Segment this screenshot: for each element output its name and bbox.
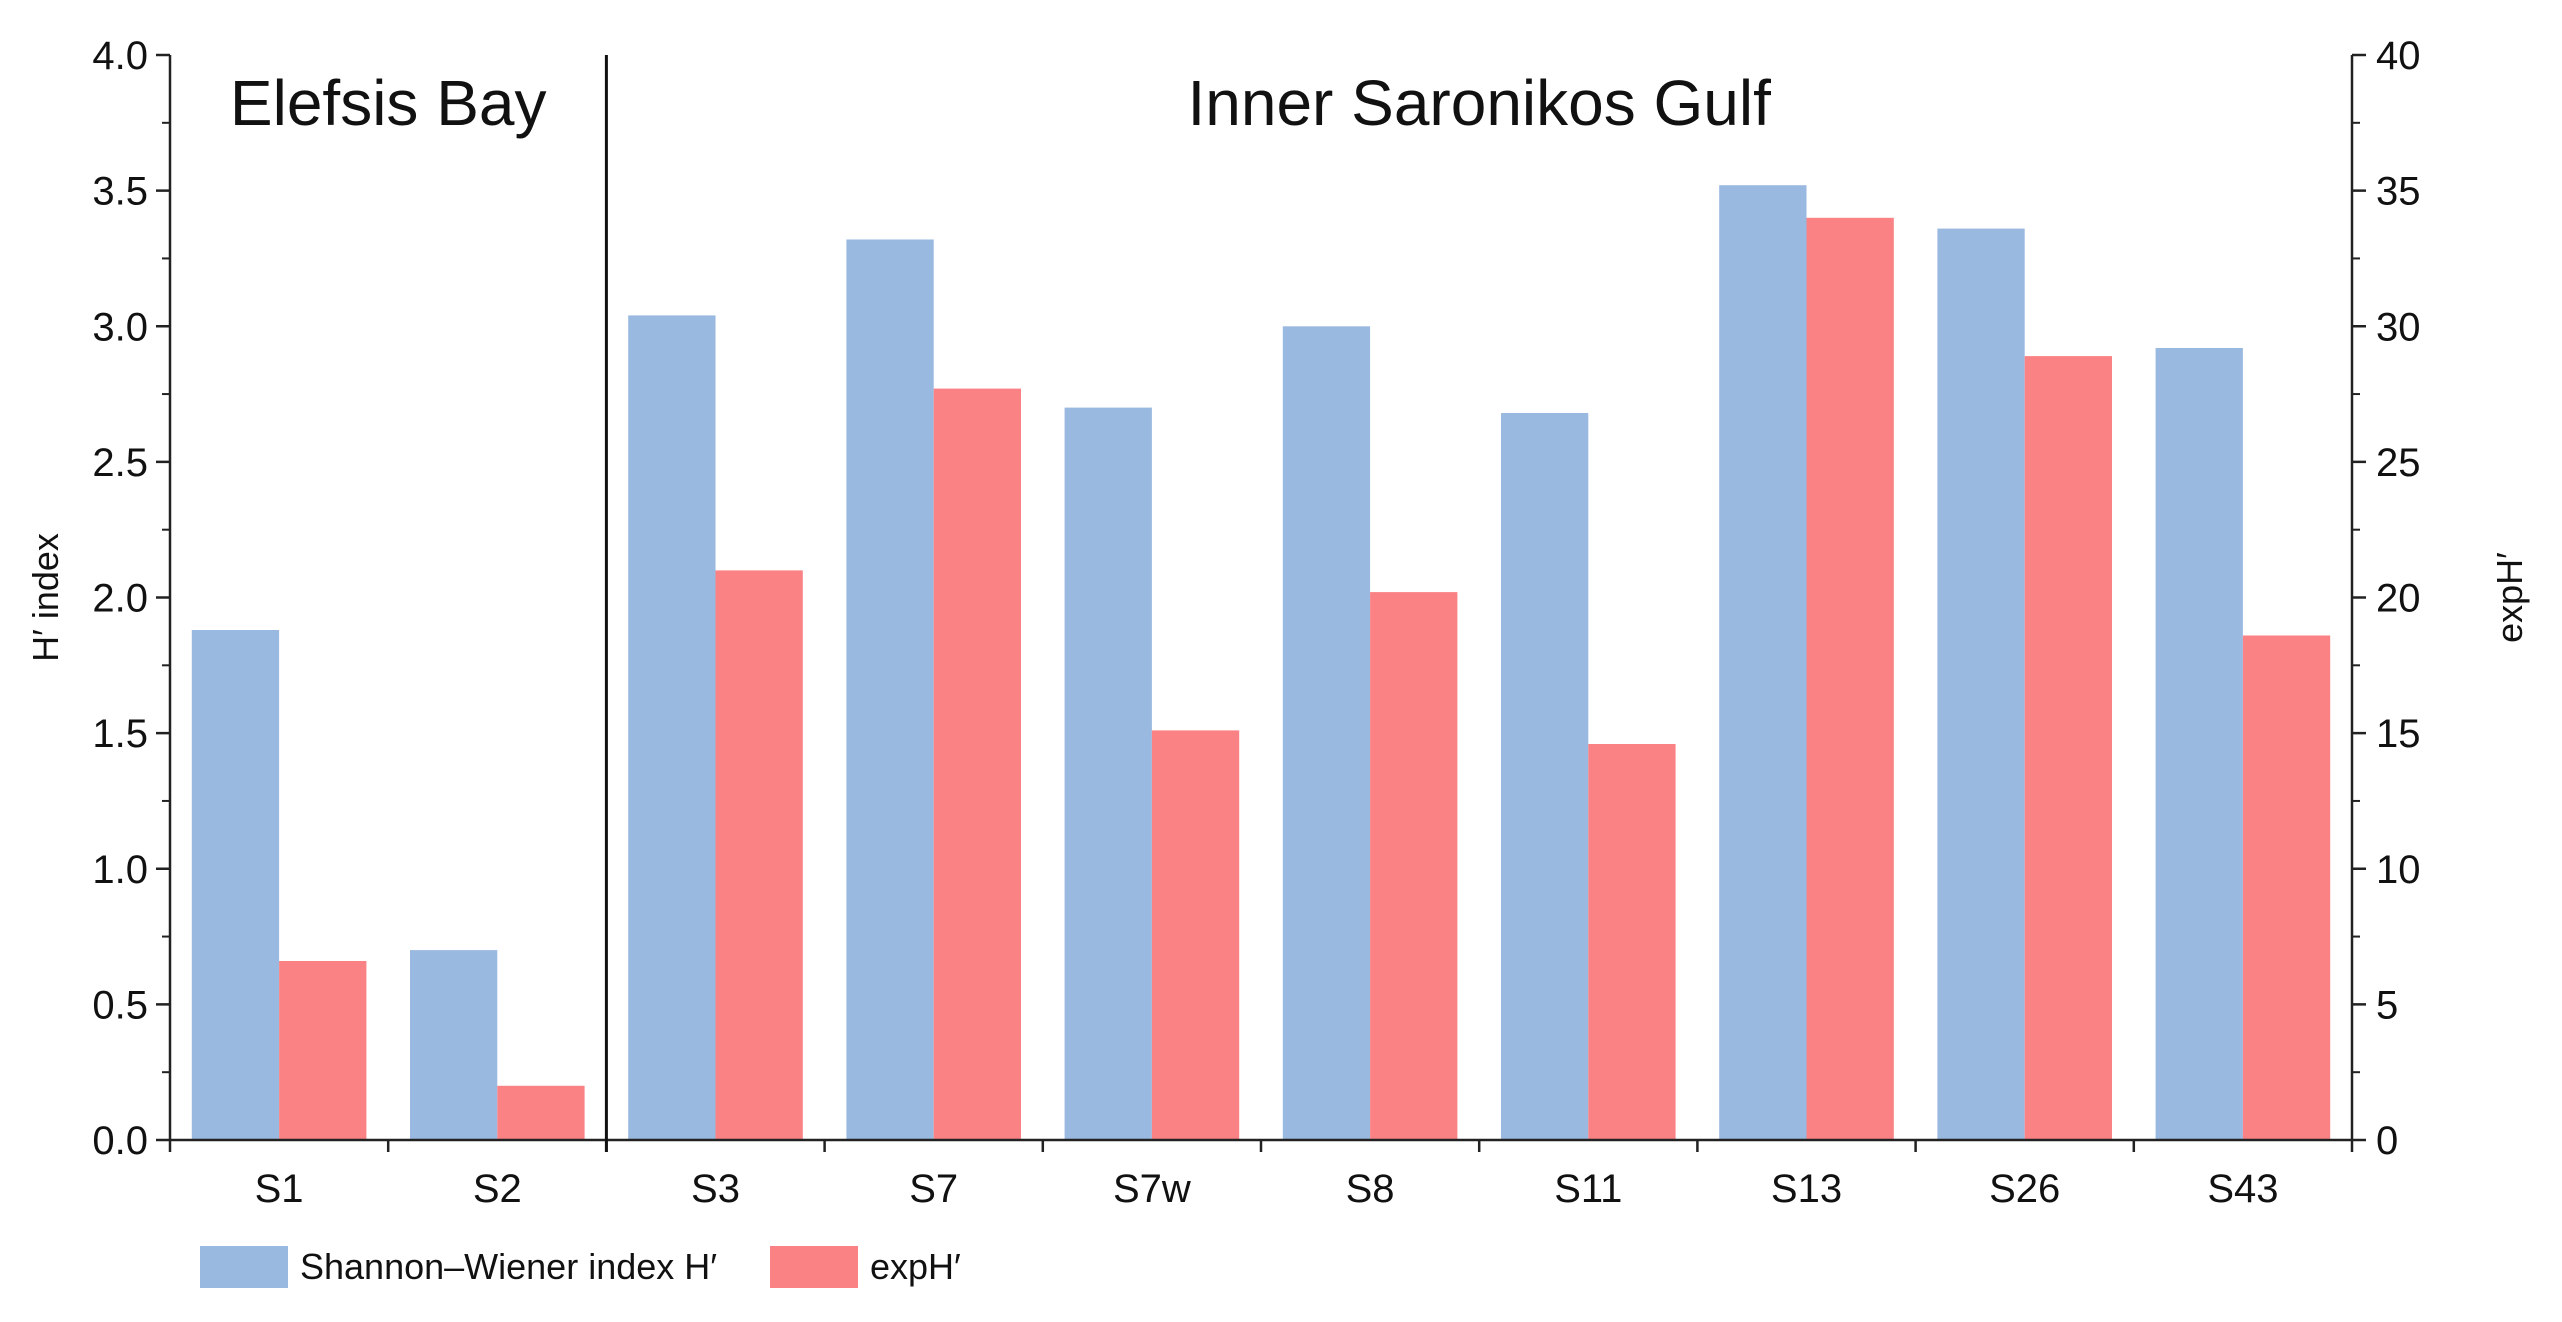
y-left-tick-label: 2.5: [92, 441, 148, 485]
y-left-tick-label: 1.0: [92, 848, 148, 892]
bar-h-index-s43: [2155, 348, 2243, 1140]
y-right-tick-label: 5: [2376, 983, 2398, 1027]
bar-h-index-s26: [1937, 228, 2025, 1141]
y-left-tick-label: 3.5: [92, 170, 148, 214]
x-tick-label-s26: S26: [1989, 1167, 2060, 1211]
x-tick-label-s1: S1: [255, 1167, 304, 1211]
bar-h-index-s13: [1719, 185, 1807, 1140]
bar-exph-s11: [1588, 744, 1676, 1140]
legend-label-exph: expH′: [870, 1246, 961, 1287]
legend-label-h-index: Shannon–Wiener index H′: [300, 1246, 717, 1287]
x-tick-label-s11: S11: [1554, 1167, 1622, 1211]
bar-exph-s2: [497, 1085, 585, 1141]
x-tick-label-s13: S13: [1771, 1167, 1842, 1211]
y-left-tick-label: 2.0: [92, 577, 148, 621]
bar-exph-s8: [1370, 592, 1458, 1140]
y-right-tick-label: 35: [2376, 170, 2421, 214]
y-left-tick-label: 0.5: [92, 983, 148, 1027]
bars-group: [191, 185, 2331, 1141]
x-tick-label-s43: S43: [2207, 1167, 2278, 1211]
y-right-tick-label: 0: [2376, 1119, 2398, 1163]
bar-h-index-s7w: [1064, 407, 1152, 1141]
y-right-tick-label: 30: [2376, 305, 2421, 349]
bar-h-index-s3: [628, 315, 716, 1140]
x-tick-label-s7: S7: [909, 1167, 958, 1211]
bar-h-index-s1: [191, 630, 280, 1140]
y-right-tick-label: 15: [2376, 712, 2421, 756]
bar-exph-s7: [933, 388, 1021, 1141]
bar-h-index-s11: [1501, 413, 1589, 1140]
y-left-tick-label: 3.0: [92, 305, 148, 349]
y-left-tick-label: 1.5: [92, 712, 148, 756]
bar-exph-s43: [2242, 635, 2331, 1140]
x-tick-label-s8: S8: [1346, 1167, 1395, 1211]
y-right-axis-title: expH′: [2489, 552, 2530, 643]
y-right-tick-label: 20: [2376, 577, 2421, 621]
y-left-tick-label: 0.0: [92, 1119, 148, 1163]
region-label-inner-saronikos-gulf: Inner Saronikos Gulf: [1187, 67, 1771, 139]
bar-h-index-s7: [846, 239, 934, 1140]
legend-swatch-exph: [770, 1246, 858, 1288]
bar-h-index-s2: [410, 950, 498, 1140]
bar-exph-s1: [279, 961, 367, 1140]
bar-exph-s13: [1806, 217, 1894, 1141]
bar-exph-s7w: [1151, 730, 1240, 1140]
bar-exph-s3: [715, 570, 803, 1140]
x-tick-label-s3: S3: [691, 1167, 740, 1211]
y-left-tick-label: 4.0: [92, 34, 148, 78]
y-right-tick-label: 40: [2376, 34, 2421, 78]
bar-h-index-s8: [1282, 326, 1371, 1141]
bar-exph-s26: [2024, 356, 2112, 1141]
legend-swatch-h-index: [200, 1246, 288, 1288]
y-right-tick-label: 25: [2376, 441, 2421, 485]
y-left-axis-title: H′ index: [25, 533, 66, 662]
y-right-tick-label: 10: [2376, 848, 2421, 892]
legend: Shannon–Wiener index H′ expH′: [200, 1246, 961, 1288]
x-tick-label-s2: S2: [473, 1167, 522, 1211]
x-tick-label-s7w: S7w: [1113, 1167, 1191, 1211]
region-label-elefsis-bay: Elefsis Bay: [230, 67, 547, 139]
